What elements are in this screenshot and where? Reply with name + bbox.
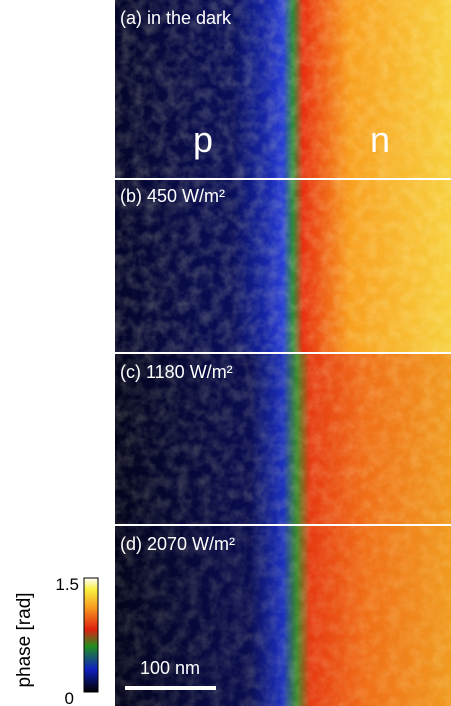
region-label: n [370,119,390,160]
panel-texture [115,526,451,706]
colorbar-min: 0 [65,689,74,706]
colorbar-scale [83,577,99,693]
panel-texture [115,180,451,352]
colorbar-max: 1.5 [55,575,79,594]
panels: (a) in the dark (b) 450 W/m² (c) 1180 W/… [115,0,451,706]
panel-texture [115,0,451,178]
colorbar: 1.5 0 phase [rad] [14,575,99,706]
scale-bar-label: 100 nm [140,658,200,678]
panel-label: (a) in the dark [120,8,232,28]
panel-label: (b) 450 W/m² [120,186,225,206]
region-label: p [193,119,213,160]
panel-label: (d) 2070 W/m² [120,534,235,554]
panel-texture [115,354,451,524]
colorbar-label: phase [rad] [14,592,35,687]
panel-label: (c) 1180 W/m² [120,362,233,382]
